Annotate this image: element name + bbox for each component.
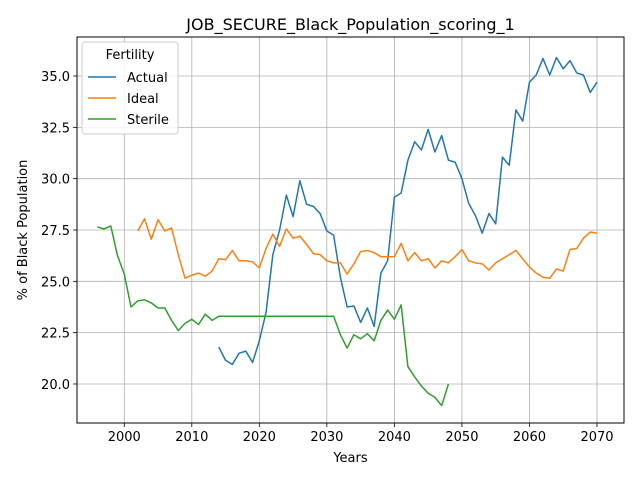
x-tick-label: 2030: [310, 430, 343, 445]
y-tick-label: 25.0: [41, 275, 70, 290]
x-tick-label: 2040: [378, 430, 411, 445]
x-tick-label: 2070: [580, 430, 613, 445]
series-group: [97, 56, 598, 407]
x-tick-label: 2050: [445, 430, 478, 445]
x-tick-label: 2000: [108, 430, 141, 445]
x-axis-label: Years: [332, 451, 368, 466]
legend-box: [81, 41, 179, 135]
x-tick-label: 2010: [175, 430, 208, 445]
y-tick-label: 20.0: [41, 378, 70, 393]
series-line-actual: [218, 56, 598, 366]
legend-label-actual: Actual: [127, 71, 168, 86]
legend: Fertility Actual Ideal Sterile: [81, 41, 179, 135]
legend-label-sterile: Sterile: [127, 113, 169, 128]
series-line-ideal: [137, 217, 598, 279]
y-tick-label: 30.0: [41, 173, 70, 188]
legend-title: Fertility: [106, 48, 155, 63]
y-tick-label: 27.5: [41, 224, 70, 239]
y-tick-label: 22.5: [41, 327, 70, 342]
x-tick-label: 2060: [513, 430, 546, 445]
y-tick-label: 32.5: [41, 121, 70, 136]
ticks: 2000 2010 2020 2030 2040 2050 2060 2070 20.0 22.5…: [41, 70, 613, 445]
x-tick-label: 2020: [243, 430, 276, 445]
chart-title: JOB_SECURE_Black_Population_scoring_1: [185, 15, 514, 35]
legend-items: Actual Ideal Sterile: [88, 71, 169, 128]
series-line-sterile: [97, 225, 450, 407]
y-tick-label: 35.0: [41, 70, 70, 85]
y-axis-label: % of Black Population: [16, 160, 31, 301]
legend-label-ideal: Ideal: [127, 92, 159, 107]
